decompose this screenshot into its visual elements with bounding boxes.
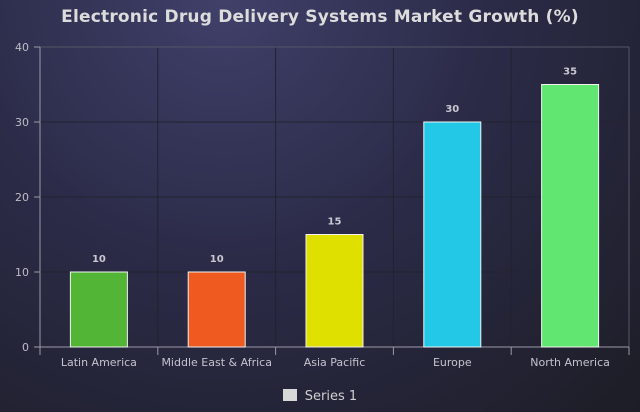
y-tick-label: 0 xyxy=(22,341,29,354)
y-tick-label: 40 xyxy=(15,41,29,54)
bar xyxy=(541,84,600,348)
bars xyxy=(69,84,600,348)
legend[interactable]: Series 1 xyxy=(0,389,640,404)
y-tick-label: 20 xyxy=(15,191,29,204)
data-label: 15 xyxy=(328,217,342,228)
bar xyxy=(423,121,482,348)
y-tick-label: 30 xyxy=(15,116,29,129)
data-label: 10 xyxy=(92,254,106,265)
data-label: 30 xyxy=(445,104,459,115)
x-tick-label: Middle East & Africa xyxy=(161,356,272,369)
axes: 0 10 20 30 40 Latin America Middle East & Afri… xyxy=(15,41,630,369)
legend-label[interactable]: Series 1 xyxy=(304,389,358,404)
data-label: 35 xyxy=(563,67,577,78)
x-tick-label: North America xyxy=(530,356,610,369)
data-labels: 10 10 15 30 35 xyxy=(92,67,577,266)
x-tick-label: Latin America xyxy=(61,356,137,369)
chart-title: Electronic Drug Delivery Systems Market … xyxy=(61,7,579,27)
x-tick-label: Europe xyxy=(433,356,472,369)
legend-swatch[interactable] xyxy=(282,389,297,401)
x-tick-label: Asia Pacific xyxy=(304,356,366,369)
data-label: 10 xyxy=(210,254,224,265)
bar xyxy=(69,271,128,348)
bar xyxy=(305,234,364,348)
y-tick-label: 10 xyxy=(15,266,29,279)
bar xyxy=(187,271,246,348)
